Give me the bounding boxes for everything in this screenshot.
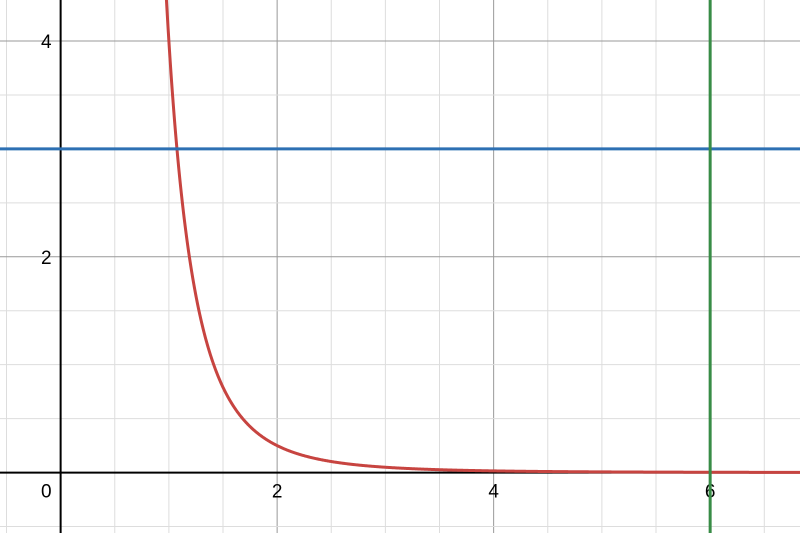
x-tick-label: 4 (488, 482, 499, 503)
x-tick-label: 0 (41, 482, 52, 503)
y-tick-label: 2 (41, 248, 52, 269)
function-curve-series (164, 0, 800, 474)
x-tick-label: 2 (272, 482, 283, 503)
y-tick-label: 4 (41, 32, 52, 53)
